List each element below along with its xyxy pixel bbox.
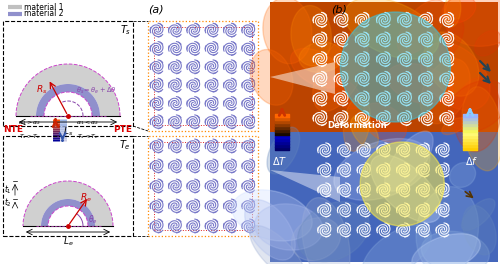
Text: $T_e$: $T_e$ (119, 138, 131, 152)
Text: (b): (b) (332, 4, 347, 14)
Polygon shape (232, 190, 312, 241)
Polygon shape (398, 0, 446, 54)
Polygon shape (270, 2, 498, 132)
Polygon shape (362, 225, 432, 264)
Polygon shape (244, 200, 296, 260)
Polygon shape (474, 31, 500, 56)
Polygon shape (384, 131, 433, 191)
Text: (a): (a) (148, 4, 164, 14)
Polygon shape (270, 132, 498, 262)
Text: $T_s<T_e$: $T_s<T_e$ (77, 133, 99, 142)
Polygon shape (444, 0, 500, 46)
Polygon shape (462, 199, 495, 230)
Text: $\Delta f$: $\Delta f$ (466, 155, 478, 167)
Text: $\theta_e$: $\theta_e$ (88, 214, 98, 226)
Text: $\theta_s=\theta_e+\Delta\theta$: $\theta_s=\theta_e+\Delta\theta$ (76, 86, 116, 96)
Polygon shape (440, 20, 464, 58)
Text: NTE: NTE (3, 125, 23, 134)
Polygon shape (302, 197, 350, 264)
Polygon shape (442, 0, 476, 23)
Polygon shape (370, 155, 441, 223)
Polygon shape (290, 48, 343, 88)
Text: $R_s$: $R_s$ (36, 84, 48, 96)
Text: material 1: material 1 (24, 2, 64, 12)
Polygon shape (362, 103, 406, 142)
Polygon shape (344, 96, 370, 151)
Polygon shape (327, 77, 361, 109)
Polygon shape (454, 78, 500, 152)
Polygon shape (462, 87, 500, 171)
Polygon shape (299, 42, 343, 73)
Polygon shape (412, 234, 480, 264)
Polygon shape (334, 139, 430, 200)
Polygon shape (442, 118, 466, 135)
Text: $\alpha_1<\alpha_2$: $\alpha_1<\alpha_2$ (76, 119, 100, 128)
Polygon shape (16, 64, 120, 116)
Text: $t_1$: $t_1$ (4, 184, 12, 196)
Polygon shape (344, 0, 438, 59)
Polygon shape (298, 202, 369, 262)
Polygon shape (422, 231, 490, 264)
Text: $R_e$: $R_e$ (80, 191, 92, 204)
Polygon shape (416, 187, 478, 264)
Polygon shape (351, 116, 378, 148)
Text: $T_s$: $T_s$ (120, 23, 131, 37)
Circle shape (340, 12, 450, 122)
Polygon shape (424, 32, 479, 96)
Polygon shape (462, 206, 496, 255)
Circle shape (360, 142, 444, 226)
Polygon shape (270, 62, 335, 94)
Polygon shape (270, 170, 340, 202)
Polygon shape (312, 32, 368, 111)
Polygon shape (292, 218, 341, 261)
Text: Deformation: Deformation (327, 121, 386, 130)
Polygon shape (254, 204, 323, 250)
Polygon shape (446, 80, 500, 132)
Text: PTE: PTE (113, 125, 132, 134)
Polygon shape (291, 6, 332, 66)
Polygon shape (267, 127, 300, 174)
Polygon shape (23, 181, 113, 226)
Polygon shape (263, 0, 312, 64)
Text: $L_e$: $L_e$ (62, 235, 74, 248)
Polygon shape (420, 59, 470, 124)
Polygon shape (420, 43, 490, 110)
Text: $L_s$: $L_s$ (63, 125, 73, 138)
Text: $\Delta T$: $\Delta T$ (272, 155, 287, 167)
Polygon shape (250, 226, 305, 264)
Polygon shape (387, 63, 453, 104)
Text: $t_2$: $t_2$ (4, 196, 12, 209)
Polygon shape (444, 0, 461, 27)
Text: $\alpha_1>\alpha_2$: $\alpha_1>\alpha_2$ (18, 119, 42, 128)
Polygon shape (450, 163, 475, 187)
Polygon shape (41, 199, 95, 226)
Polygon shape (36, 84, 100, 116)
Text: $T_s>T_e$: $T_s>T_e$ (19, 133, 41, 142)
Polygon shape (250, 50, 293, 105)
Text: material 2: material 2 (24, 10, 64, 18)
